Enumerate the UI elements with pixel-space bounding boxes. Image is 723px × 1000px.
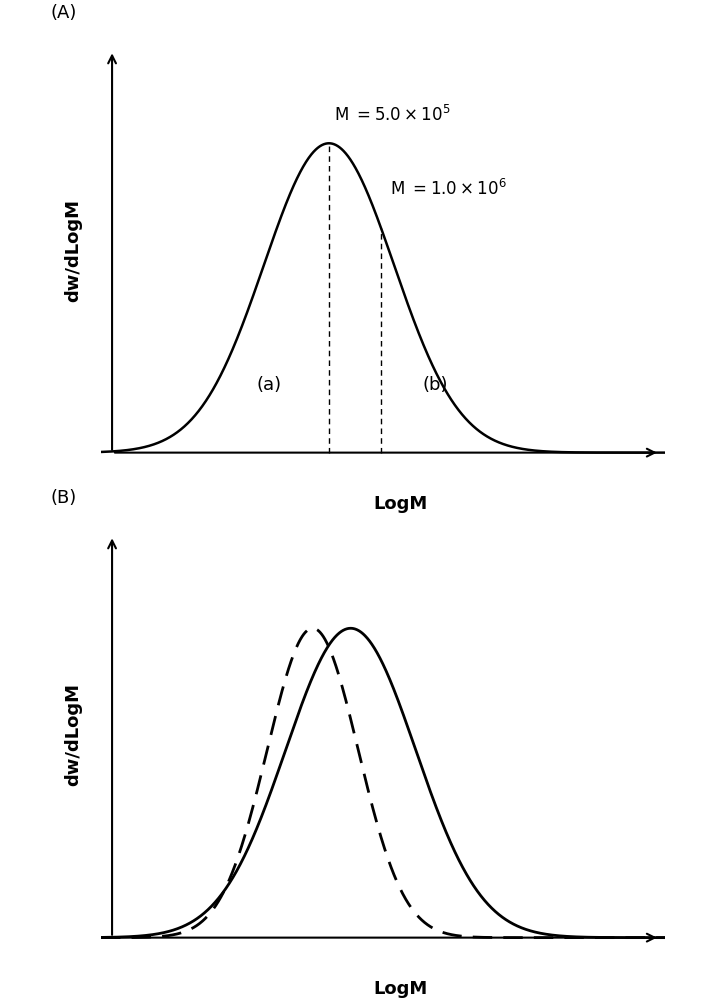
Text: dw/dLogM: dw/dLogM [64, 684, 82, 786]
Text: dw/dLogM: dw/dLogM [64, 198, 82, 302]
Text: M $=5.0\times10^{5}$: M $=5.0\times10^{5}$ [334, 105, 451, 125]
Text: LogM: LogM [373, 980, 427, 998]
Text: (B): (B) [51, 489, 77, 507]
Text: M $=1.0\times10^{6}$: M $=1.0\times10^{6}$ [390, 179, 507, 199]
Text: (b): (b) [422, 376, 448, 394]
Text: (a): (a) [257, 376, 282, 394]
Text: (A): (A) [51, 4, 77, 22]
Text: LogM: LogM [373, 495, 427, 513]
